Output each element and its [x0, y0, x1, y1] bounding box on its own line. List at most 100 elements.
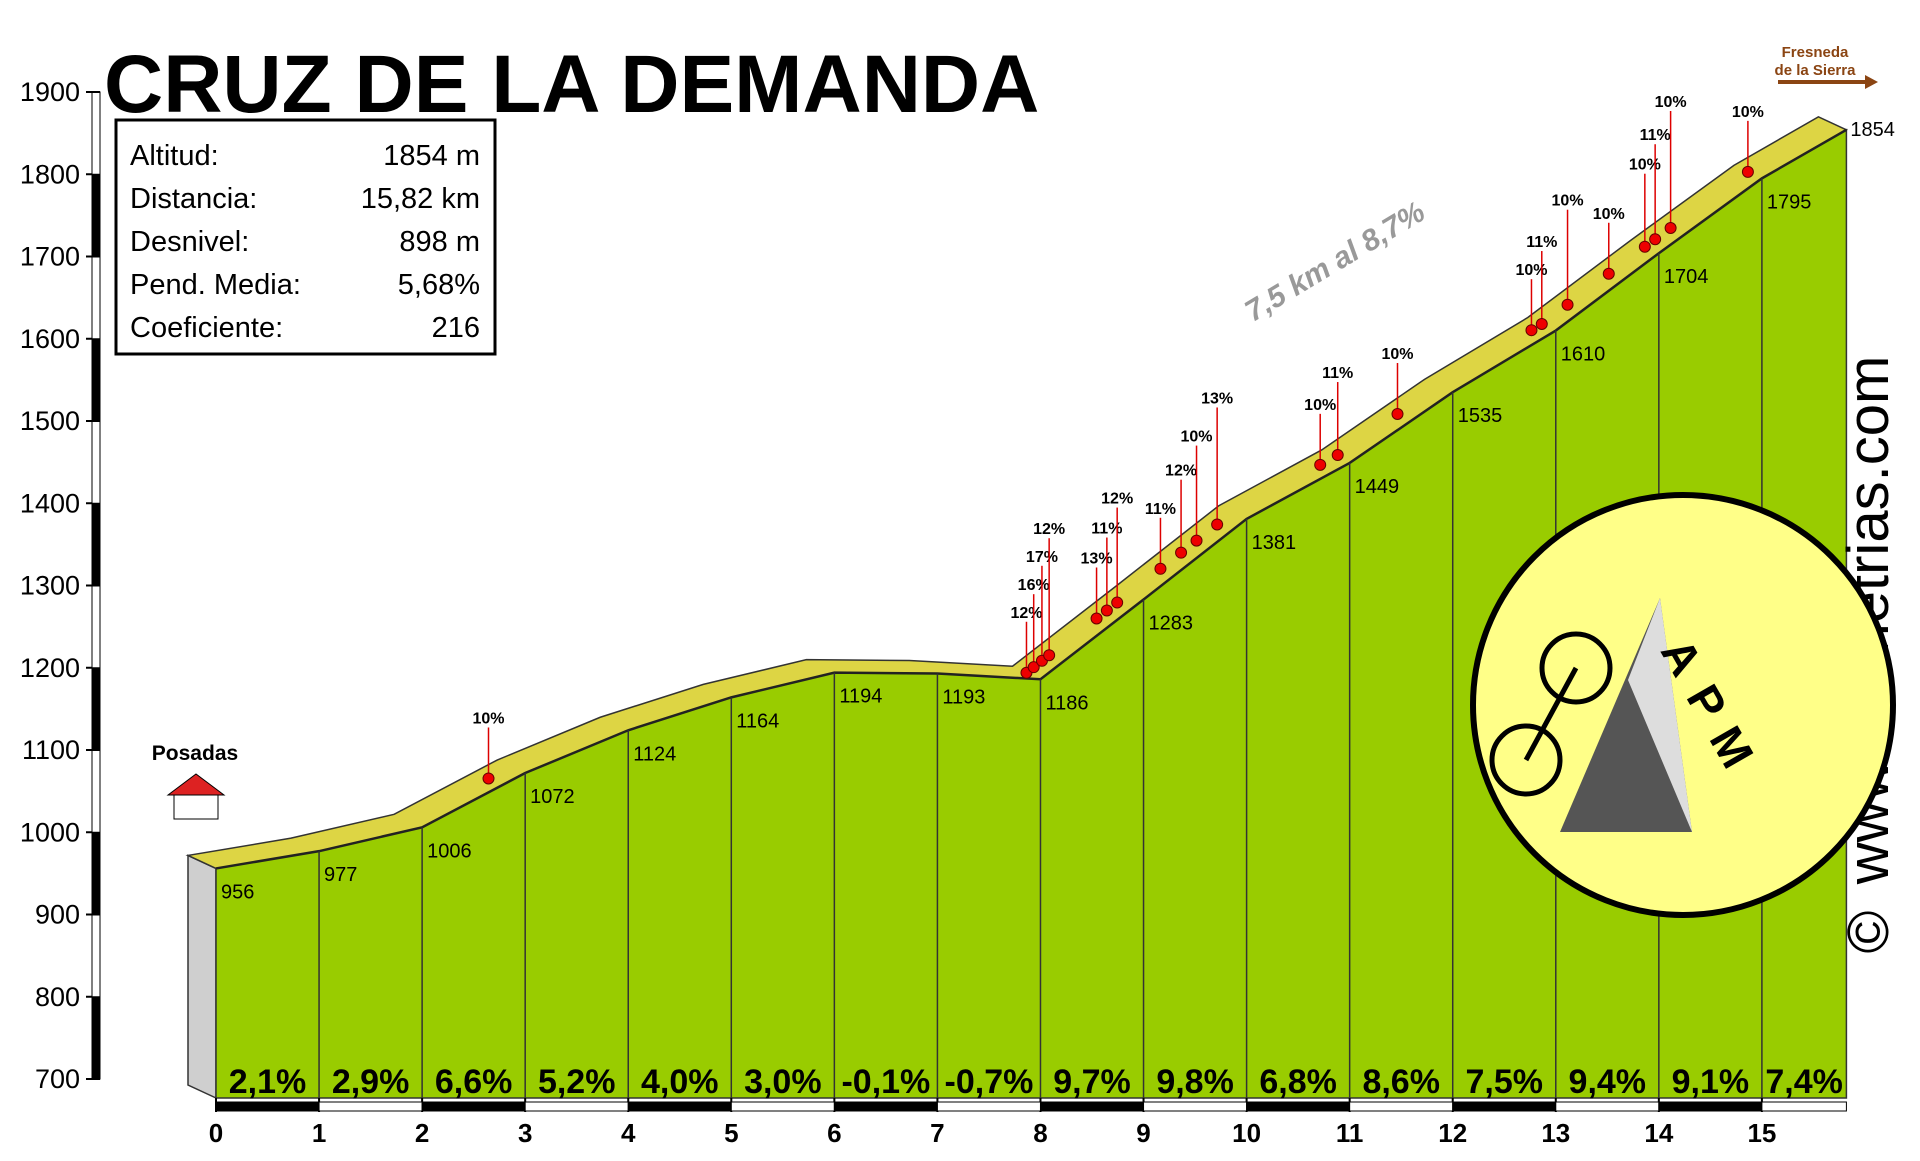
y-axis-band: [91, 749, 101, 833]
ramp-dot: [1649, 233, 1662, 246]
x-tick-label: 4: [621, 1118, 636, 1148]
gradient-label: 6,8%: [1259, 1063, 1337, 1101]
km-band: [1039, 1101, 1145, 1112]
altitude-label: 1795: [1767, 191, 1812, 213]
x-tick-label: 3: [518, 1118, 532, 1148]
ramp-label: 10%: [1304, 397, 1336, 414]
ramp-dot: [1331, 449, 1344, 462]
ramp-label: 10%: [1552, 193, 1584, 210]
ramp-label: 10%: [1593, 206, 1625, 223]
km-band: [1349, 1101, 1454, 1112]
ramp-dot: [1100, 604, 1113, 617]
stat-label: Coeficiente:: [130, 312, 283, 344]
gradient-label: 9,4%: [1569, 1063, 1647, 1101]
y-tick-label: 900: [35, 900, 80, 930]
altitude-label: 1193: [942, 687, 985, 709]
km-band: [627, 1101, 732, 1112]
y-tick-label: 1900: [20, 77, 80, 107]
ramp-label: 12%: [1101, 491, 1133, 508]
stats-box: [114, 118, 497, 356]
ramp-label: 10%: [1515, 262, 1547, 279]
stat-label: Pend. Media:: [130, 269, 301, 301]
km-band: [1452, 1101, 1557, 1112]
altitude-label: 1124: [633, 743, 676, 765]
y-tick-label: 700: [35, 1064, 80, 1094]
altitude-label: 1283: [1149, 612, 1194, 634]
plot: 7008009001000110012001300140015001600170…: [20, 44, 1901, 1148]
ramp-dot: [1741, 165, 1754, 178]
ramp-dot: [1525, 324, 1538, 337]
end-label: Fresneda: [1782, 44, 1849, 61]
y-axis-band: [91, 667, 101, 751]
x-tick-label: 9: [1136, 1118, 1150, 1148]
ramp-dot: [1211, 518, 1224, 531]
altitude-label: 1164: [736, 710, 779, 732]
ramp-dot: [1391, 408, 1404, 421]
ramp-label: 10%: [1655, 94, 1687, 111]
y-tick-label: 1300: [20, 571, 80, 601]
y-axis-band: [91, 914, 101, 998]
gradient-label: 6,6%: [435, 1063, 513, 1101]
x-tick-label: 15: [1747, 1118, 1776, 1148]
stat-label: Altitud:: [130, 140, 219, 172]
ramp-label: 11%: [1322, 365, 1353, 382]
altitude-label: 956: [221, 881, 254, 903]
altitude-label: 1381: [1252, 532, 1297, 554]
altitude-label: 1449: [1355, 476, 1400, 498]
ramp-label: 10%: [1629, 157, 1661, 174]
ramp-dot: [1027, 661, 1040, 674]
ramp-dot: [1664, 221, 1677, 234]
y-tick-label: 1100: [22, 735, 80, 765]
km-band: [1761, 1101, 1847, 1112]
altitude-label: 977: [324, 864, 357, 886]
y-tick-label: 1700: [20, 242, 80, 272]
ramp-label: 10%: [472, 710, 504, 727]
end-label: de la Sierra: [1775, 62, 1857, 79]
y-axis-band: [91, 831, 101, 915]
km-band: [1658, 1101, 1763, 1112]
ramp-dot: [1154, 562, 1167, 575]
km-band: [833, 1101, 938, 1112]
y-tick-label: 1800: [20, 159, 80, 189]
y-tick-label: 1000: [20, 817, 80, 847]
x-tick-label: 0: [209, 1118, 223, 1148]
ramp-dot: [1111, 596, 1124, 609]
gradient-label: -0,1%: [841, 1063, 930, 1101]
gradient-label: 7,5%: [1466, 1063, 1544, 1101]
ramp-dot: [1175, 546, 1188, 559]
gradient-label: 2,1%: [229, 1063, 307, 1101]
km-band: [524, 1101, 629, 1112]
ramp-dot: [1190, 534, 1203, 547]
copyright: ©: [1836, 911, 1901, 954]
x-tick-label: 10: [1232, 1118, 1261, 1148]
x-tick-label: 8: [1033, 1118, 1047, 1148]
altitude-label: 1854: [1850, 119, 1895, 141]
y-axis-band: [91, 173, 101, 257]
ramp-label: 10%: [1181, 429, 1213, 446]
y-axis-band: [91, 996, 101, 1080]
gradient-label: 3,0%: [744, 1063, 822, 1101]
km-band: [1555, 1101, 1660, 1112]
gradient-label: 9,1%: [1672, 1063, 1750, 1101]
gradient-label: 7,4%: [1765, 1063, 1843, 1101]
house-roof: [166, 773, 226, 796]
y-tick-label: 1600: [20, 324, 80, 354]
x-tick-label: 1: [312, 1118, 326, 1148]
ramp-dot: [1561, 298, 1574, 311]
side-face: [187, 854, 217, 1100]
x-tick-label: 6: [827, 1118, 841, 1148]
ramp-dot: [1638, 240, 1651, 253]
ramp-label: 12%: [1165, 463, 1197, 480]
stat-value: 15,82 km: [361, 183, 480, 215]
stat-value: 216: [432, 312, 480, 344]
ramp-label: 12%: [1033, 521, 1065, 538]
gradient-label: 4,0%: [641, 1063, 719, 1101]
ramp-label: 12%: [1010, 605, 1042, 622]
stat-label: Desnivel:: [130, 226, 249, 258]
logo-frame: [1523, 666, 1579, 762]
gradient-label: 5,2%: [538, 1063, 616, 1101]
ramp-label: 11%: [1526, 234, 1557, 251]
y-tick-label: 800: [35, 982, 80, 1012]
start-label: Posadas: [152, 742, 238, 765]
